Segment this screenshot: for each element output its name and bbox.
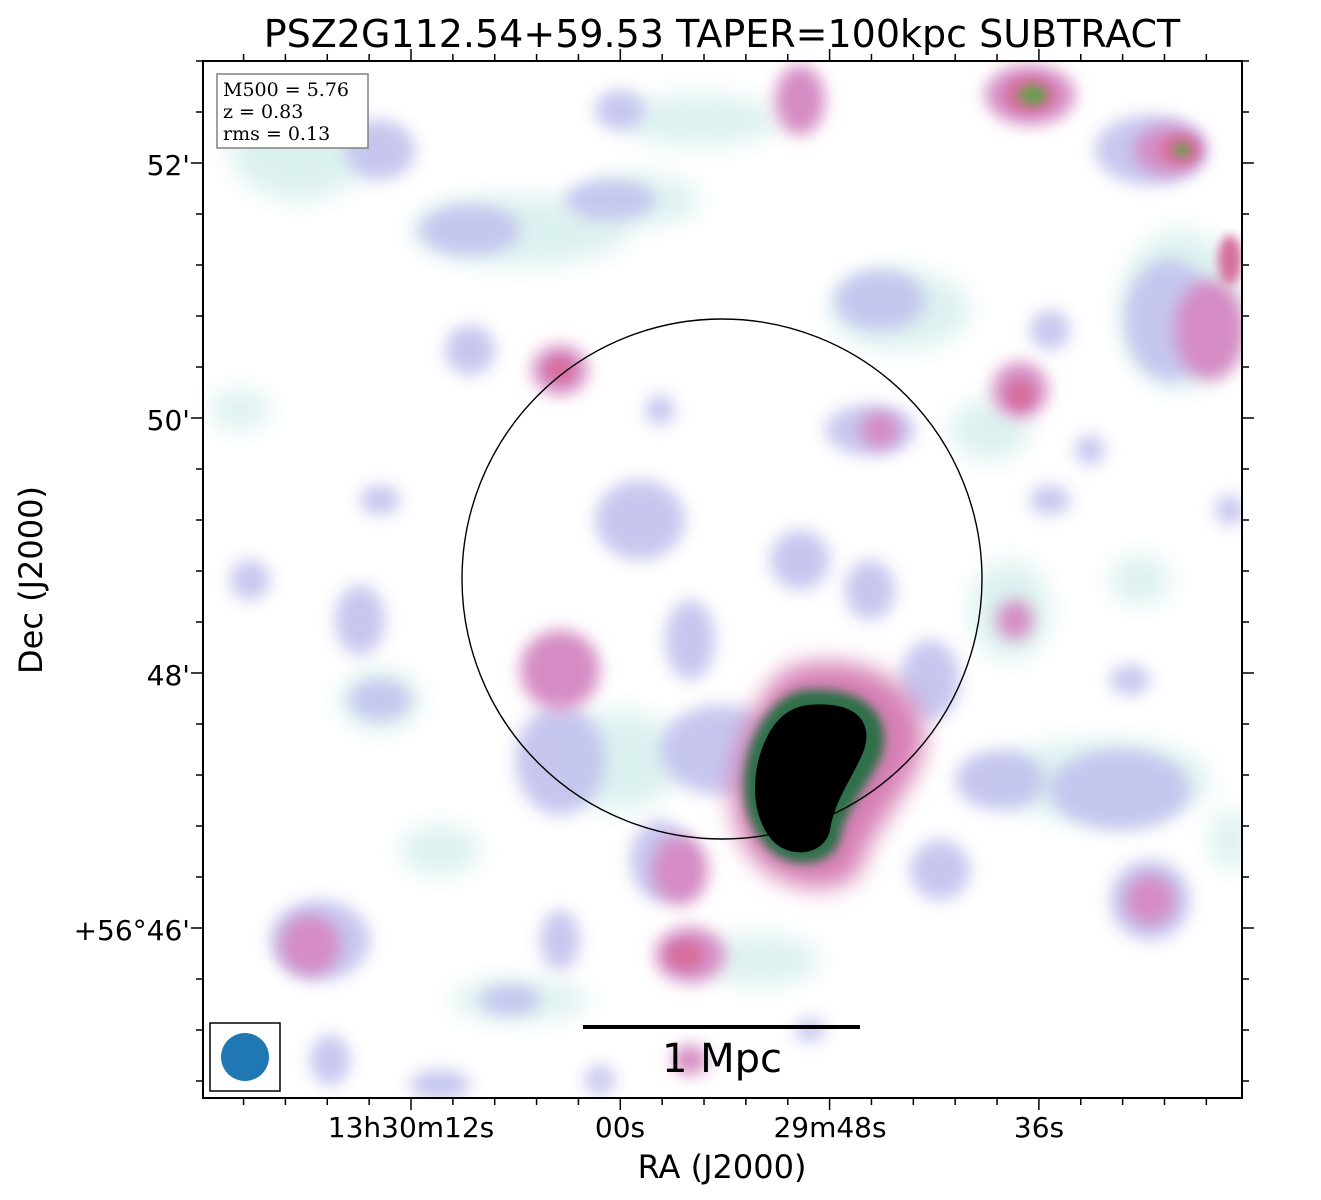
y-tick-label-48: 48' — [147, 659, 190, 692]
info-line-m500: M500 = 5.76 — [223, 79, 349, 101]
y-tick-label-52: 52' — [147, 149, 190, 182]
x-tick-label-13h30m12s: 13h30m12s — [328, 1111, 495, 1144]
plot-frame — [202, 60, 1243, 1099]
x-tick-label-00s: 00s — [595, 1111, 645, 1144]
info-line-rms: rms = 0.13 — [223, 123, 330, 145]
y-tick-label-46: +56°46' — [74, 914, 190, 947]
x-tick-label-29m48s: 29m48s — [773, 1111, 886, 1144]
peak-emission-layer — [1019, 85, 1190, 157]
high-emission-layer — [546, 77, 1242, 969]
axis-ticks — [191, 49, 1254, 1110]
y-axis-label: Dec (J2000) — [12, 486, 50, 674]
y-tick-label-50: 50' — [147, 404, 190, 437]
info-line-z: z = 0.83 — [223, 101, 303, 123]
beam-ellipse-icon — [221, 1033, 269, 1081]
r500-circle — [461, 318, 983, 840]
x-axis-label: RA (J2000) — [638, 1148, 807, 1186]
x-tick-label-36s: 36s — [1014, 1111, 1064, 1144]
bright-source-core — [755, 704, 867, 853]
plot-title: PSZ2G112.54+59.53 TAPER=100kpc SUBTRACT — [264, 12, 1181, 56]
scale-bar-label: 1 Mpc — [662, 1036, 782, 1082]
info-box — [216, 73, 369, 149]
image-panel — [203, 61, 1242, 1098]
